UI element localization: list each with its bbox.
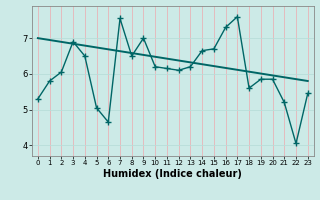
X-axis label: Humidex (Indice chaleur): Humidex (Indice chaleur) — [103, 169, 242, 179]
